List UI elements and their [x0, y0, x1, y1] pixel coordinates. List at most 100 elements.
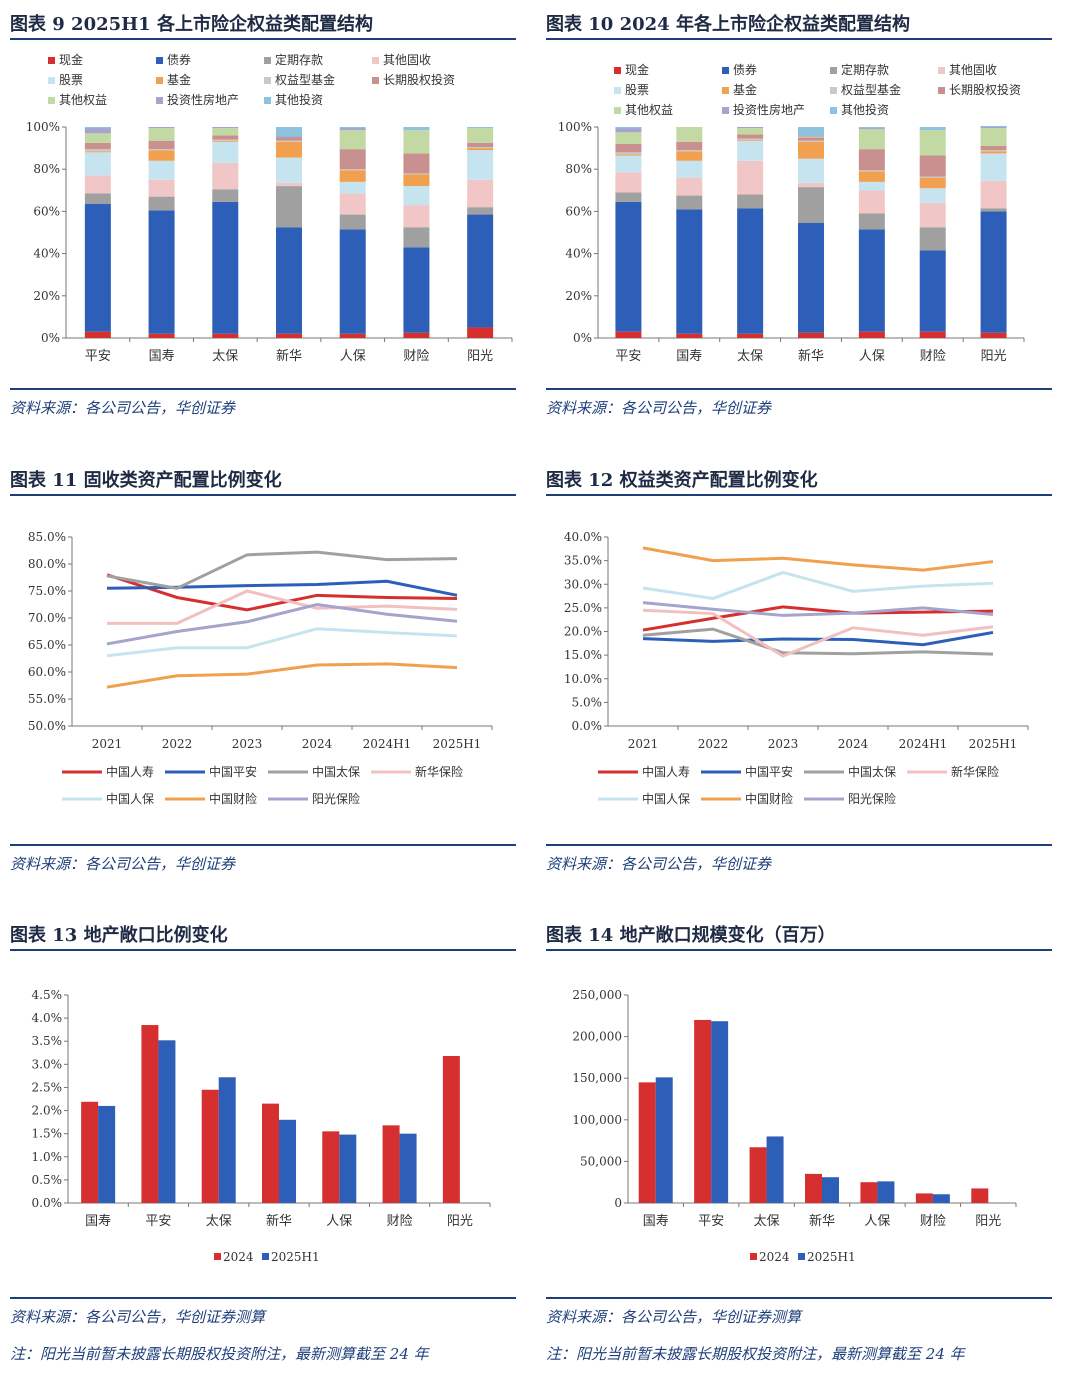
series-line: [642, 627, 994, 656]
bar-segment: [919, 177, 946, 189]
bar-segment: [858, 171, 885, 182]
y-tick-label: 50,000: [580, 1154, 622, 1168]
y-tick-label: 0.5%: [32, 1173, 63, 1187]
bar-segment: [737, 160, 764, 195]
bar-segment: [467, 327, 494, 338]
x-tick-label: 2024: [838, 737, 869, 751]
bar-segment: [737, 208, 764, 334]
bar-segment: [980, 127, 1007, 129]
legend-label: 中国平安: [745, 764, 793, 779]
bar: [399, 1133, 417, 1203]
series-line: [107, 589, 458, 625]
bar-segment: [276, 186, 302, 228]
series-line: [106, 627, 458, 658]
bar-segment: [676, 141, 703, 151]
legend-swatch: [614, 107, 621, 114]
bar-segment: [737, 140, 764, 161]
bar: [694, 1019, 712, 1203]
legend-label: 现金: [59, 52, 83, 67]
bar: [141, 1025, 159, 1203]
legend-label: 现金: [625, 62, 649, 77]
bar-segment: [467, 148, 494, 151]
bar: [860, 1182, 878, 1203]
legend-label: 权益型基金: [275, 72, 335, 87]
y-tick-label: 65.0%: [28, 638, 66, 652]
legend-swatch: [372, 57, 379, 64]
bar-segment: [339, 181, 366, 194]
bar-segment: [467, 128, 494, 143]
y-tick-label: 0%: [41, 331, 60, 345]
bar-segment: [212, 127, 239, 129]
y-tick-label: 20%: [565, 289, 592, 303]
bar-segment: [276, 140, 302, 142]
legend-label: 中国人寿: [106, 764, 154, 779]
x-tick-label: 平安: [145, 1214, 171, 1229]
bar-segment: [403, 247, 430, 333]
bar-segment: [615, 127, 642, 129]
bar-segment: [858, 149, 885, 171]
legend-swatch: [156, 97, 163, 104]
legend-label: 债券: [167, 52, 191, 67]
figure-11: 图表 11 固收类资产配置比例变化 50.0% 55.0% 60.0% 65.0% 70…: [10, 470, 516, 873]
bar-segment: [276, 127, 302, 137]
bar-segment: [339, 193, 366, 215]
legend-label: 股票: [625, 83, 649, 97]
bar-segment: [980, 332, 1007, 338]
bar-segment: [403, 332, 430, 338]
figure-title: 图表 12 权益类资产配置比例变化: [546, 470, 1052, 496]
bar-segment: [339, 214, 366, 230]
source-note: 资料来源：各公司公告，华创证券: [546, 844, 1052, 874]
bar-segment: [403, 130, 430, 154]
y-tick-label: 150,000: [572, 1071, 622, 1085]
x-tick-label: 国寿: [85, 1214, 111, 1229]
x-tick-label: 人保: [326, 1214, 352, 1229]
legend-label: 新华保险: [415, 764, 463, 779]
x-tick-label: 2021: [92, 737, 123, 751]
series-line: [106, 573, 458, 612]
bar-segment: [980, 145, 1007, 151]
bar-segment: [148, 179, 175, 197]
legend-swatch: [264, 57, 271, 64]
bar-segment: [467, 207, 494, 215]
bar-segment: [339, 128, 366, 131]
y-tick-label: 0.0%: [572, 719, 603, 733]
legend-label: 中国人保: [106, 791, 154, 806]
bar-segment: [676, 177, 703, 196]
bar: [158, 1040, 176, 1203]
x-tick-label: 新华: [798, 348, 824, 364]
y-tick-label: 100,000: [572, 1113, 622, 1127]
legend-label: 中国财险: [209, 791, 257, 806]
bar-segment: [276, 182, 302, 187]
series-line: [642, 570, 994, 600]
bar-segment: [858, 331, 885, 338]
source-note: 资料来源：各公司公告，华创证券: [10, 388, 516, 418]
bar-segment: [212, 135, 239, 140]
x-tick-label: 太保: [737, 349, 763, 364]
bar-segment: [84, 193, 111, 205]
y-tick-label: 35.0%: [564, 554, 602, 568]
bar-segment: [980, 208, 1007, 212]
figure-9: 图表 9 2025H1 各上市险企权益类配置结构 现金 债券 定期存款 其他固收 股票 基…: [10, 14, 516, 417]
bar: [638, 1082, 656, 1203]
y-tick-label: 3.0%: [32, 1057, 63, 1071]
source-note: 资料来源：各公司公告，华创证券: [546, 388, 1052, 418]
legend-label: 其他投资: [841, 102, 889, 117]
bar-segment: [798, 140, 824, 142]
bar-segment: [980, 180, 1007, 209]
bar-segment: [212, 139, 239, 141]
legend-swatch: [156, 57, 163, 64]
bar: [442, 1056, 460, 1203]
bar: [218, 1077, 236, 1203]
footnote: 注：阳光当前暂未披露长期股权投资附注，最新测算截至 24 年: [10, 1345, 429, 1363]
bar-segment: [737, 139, 764, 141]
legend-label: 债券: [733, 62, 757, 77]
legend-label: 其他固收: [949, 63, 997, 77]
y-tick-label: 60%: [565, 204, 592, 218]
bar-segment: [858, 181, 885, 191]
x-tick-label: 2023: [768, 737, 799, 751]
bar-segment: [84, 175, 111, 194]
figure-title: 图表 14 地产敞口规模变化（百万）: [546, 925, 1052, 951]
legend-label: 阳光保险: [312, 791, 360, 806]
figure-title: 图表 11 固收类资产配置比例变化: [10, 470, 516, 496]
legend-label: 基金: [167, 72, 191, 87]
